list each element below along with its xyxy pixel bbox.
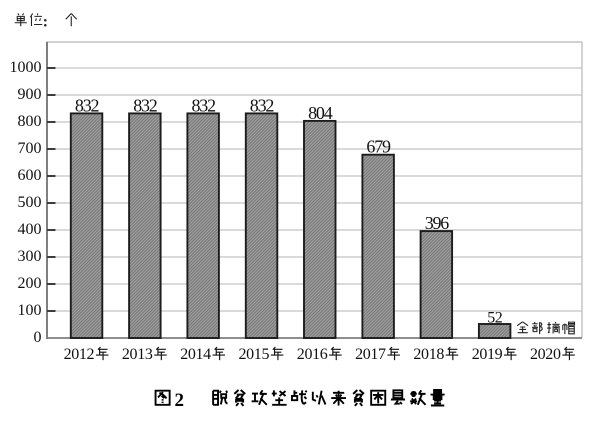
svg-text:832: 832 — [75, 95, 99, 115]
svg-text:400: 400 — [18, 221, 42, 238]
svg-text:600: 600 — [18, 167, 42, 184]
svg-text:2012: 2012 — [64, 346, 95, 363]
svg-text:0: 0 — [34, 329, 42, 346]
svg-text:800: 800 — [18, 113, 42, 130]
svg-text:1000: 1000 — [10, 59, 42, 76]
svg-text:679: 679 — [366, 137, 391, 157]
svg-text:2018: 2018 — [413, 346, 444, 363]
svg-text:300: 300 — [18, 248, 42, 265]
svg-text:2019: 2019 — [472, 346, 503, 363]
svg-text:2014: 2014 — [180, 346, 211, 363]
svg-text:900: 900 — [18, 86, 42, 103]
svg-text:832: 832 — [250, 95, 274, 115]
svg-text:2016: 2016 — [297, 346, 328, 363]
svg-text:52: 52 — [487, 310, 503, 327]
svg-text:200: 200 — [18, 275, 42, 292]
svg-text:500: 500 — [18, 194, 42, 211]
svg-text:700: 700 — [18, 140, 42, 157]
svg-text:2020: 2020 — [530, 346, 561, 363]
svg-text:2013: 2013 — [122, 346, 153, 363]
svg-text:2015: 2015 — [239, 346, 270, 363]
svg-text:804: 804 — [308, 103, 333, 123]
svg-text:832: 832 — [191, 95, 215, 115]
svg-text:100: 100 — [18, 302, 42, 319]
svg-text:832: 832 — [133, 95, 157, 115]
svg-text:2: 2 — [175, 390, 185, 411]
svg-text:2017: 2017 — [355, 346, 386, 363]
svg-text:396: 396 — [425, 213, 450, 233]
